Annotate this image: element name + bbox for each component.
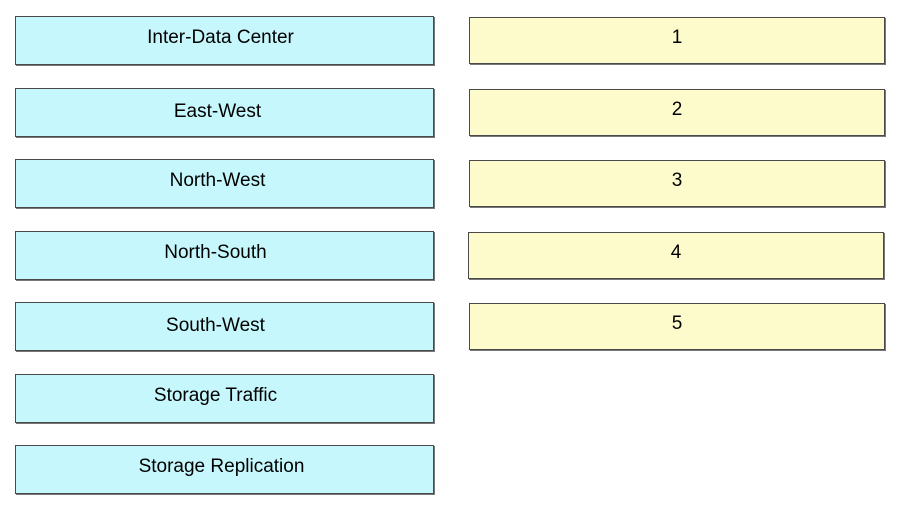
drag-item-north-west[interactable]: North-West: [15, 159, 434, 208]
drop-target-4[interactable]: 4: [468, 232, 884, 279]
item-label: North-West: [169, 169, 266, 191]
drag-item-north-south[interactable]: North-South: [15, 231, 434, 280]
item-label: North-South: [164, 241, 267, 263]
drop-target-1[interactable]: 1: [469, 17, 885, 64]
drag-item-south-west[interactable]: South-West: [15, 302, 434, 351]
drop-target-2[interactable]: 2: [469, 89, 885, 136]
item-label: Storage Traffic: [153, 384, 278, 406]
drag-item-storage-traffic[interactable]: Storage Traffic: [15, 374, 434, 423]
drop-target-5[interactable]: 5: [469, 303, 885, 350]
target-number: 2: [671, 98, 683, 120]
target-number: 1: [671, 26, 683, 48]
target-number: 4: [670, 241, 682, 263]
drag-item-inter-data-center[interactable]: Inter-Data Center: [15, 16, 434, 65]
item-label: Inter-Data Center: [147, 26, 294, 48]
target-number: 3: [671, 169, 683, 191]
item-label: South-West: [166, 314, 265, 336]
drag-item-east-west[interactable]: East-West: [15, 88, 434, 137]
drop-target-3[interactable]: 3: [469, 160, 885, 207]
drag-item-storage-replication[interactable]: Storage Replication: [15, 445, 434, 494]
item-label: East-West: [173, 100, 262, 122]
target-number: 5: [671, 312, 683, 334]
item-label: Storage Replication: [138, 455, 305, 477]
